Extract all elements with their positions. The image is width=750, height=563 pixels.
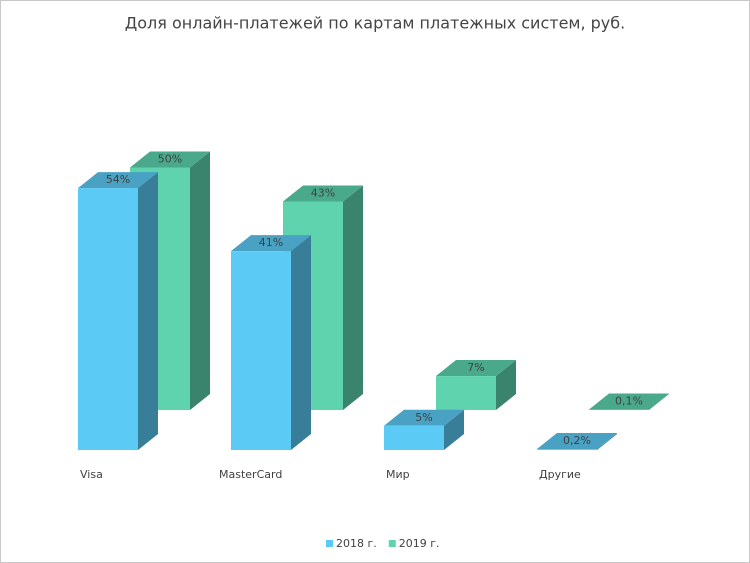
x-tick-label: Мир [386, 468, 410, 481]
bar [589, 393, 669, 410]
bar [231, 235, 311, 450]
data-label: 41% [259, 236, 283, 249]
data-label: 7% [467, 361, 484, 374]
bar-top [537, 433, 617, 450]
data-label: 0,2% [563, 434, 591, 447]
bar [537, 433, 617, 450]
bar-side [190, 151, 210, 410]
bar-top [436, 360, 516, 377]
legend-label: 2019 г. [399, 537, 440, 550]
bar-side [444, 409, 464, 450]
data-label: 50% [158, 153, 182, 166]
bar-front [231, 251, 291, 450]
bar-side [291, 235, 311, 450]
bar-top [589, 393, 669, 410]
bar-side [138, 172, 158, 450]
bar [436, 360, 516, 410]
bar-top [130, 151, 210, 168]
bar-side [343, 185, 363, 410]
bar-side [597, 433, 617, 450]
bar-front [436, 376, 496, 410]
data-label: 43% [311, 186, 335, 199]
data-label: 0,1% [615, 395, 643, 408]
bar-top [78, 172, 158, 189]
x-tick-label: Другие [539, 468, 581, 481]
legend-label: 2018 г. [336, 537, 377, 550]
bar-top [384, 409, 464, 426]
x-tick-label: Visa [80, 468, 103, 481]
bar-top [283, 185, 363, 202]
bar [78, 172, 158, 450]
legend-swatch [388, 540, 396, 547]
bar-front [78, 188, 138, 450]
bar-top [231, 235, 311, 252]
data-label: 5% [415, 411, 432, 424]
legend-swatch [326, 540, 333, 547]
x-tick-label: MasterCard [219, 468, 282, 481]
data-label: 54% [106, 173, 130, 186]
chart-title: Доля онлайн-платежей по картам платежных… [125, 14, 625, 33]
bar-front [384, 425, 444, 450]
bar-side [496, 360, 516, 410]
bar-side [649, 393, 669, 410]
bar-front [537, 449, 597, 450]
bar [384, 409, 464, 450]
